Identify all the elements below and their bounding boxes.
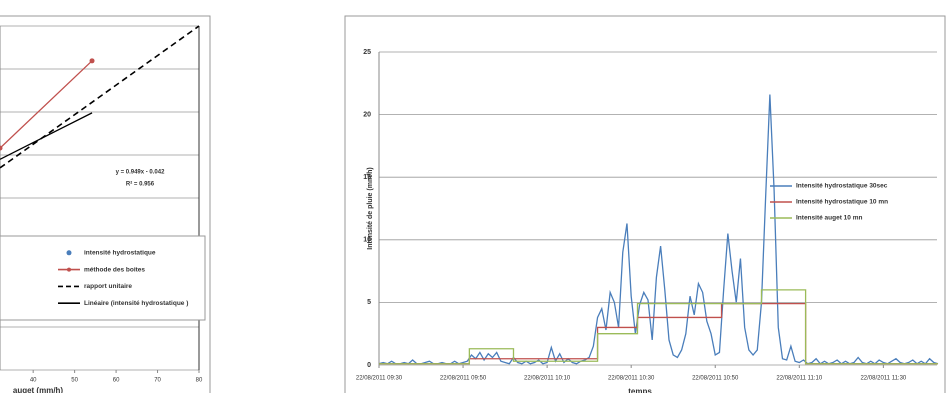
legend-marker — [67, 267, 71, 272]
x-axis-label: temps — [628, 387, 652, 393]
x-tick-label: 22/08/2011 10:30 — [608, 376, 655, 382]
left-chart-frame — [0, 15, 211, 393]
x-tick-label: 22/08/2011 09:50 — [440, 376, 487, 382]
x-tick-label: 70 — [154, 378, 161, 384]
x-tick-label: 22/08/2011 10:50 — [692, 376, 739, 382]
x-tick-label: 40 — [30, 378, 37, 384]
y-tick-label: 20 — [363, 111, 371, 118]
y-tick-label: 10 — [363, 237, 371, 244]
x-tick-label: 22/08/2011 11:30 — [860, 376, 906, 382]
series-line — [379, 289, 938, 365]
legend-label: Intensité auget 10 mn — [796, 215, 862, 222]
legend-marker — [66, 250, 72, 256]
legend-box — [0, 235, 206, 321]
y-tick-label: 25 — [363, 49, 371, 56]
legend-label: intensité hydrostatique — [84, 250, 156, 257]
x-tick-label: 22/08/2011 10:10 — [524, 376, 571, 382]
legend-label: rapport unitaire — [84, 283, 132, 290]
y-axis-label: Intensité de pluie (mm/h) — [367, 167, 374, 249]
annotation: R² = 0.956 — [126, 181, 155, 188]
y-tick-label: 15 — [363, 174, 371, 181]
y-tick-label: 5 — [367, 299, 371, 306]
right-chart-frame — [344, 15, 946, 393]
x-tick-label: 22/08/2011 09:30 — [356, 376, 403, 382]
series-line — [378, 94, 939, 365]
y-tick-label: 0 — [367, 362, 371, 369]
x-axis-label: auget (mm/h) — [13, 386, 64, 393]
x-tick-label: 50 — [71, 378, 78, 384]
x-tick-label: 80 — [196, 378, 203, 384]
point — [0, 145, 3, 151]
legend-label: Linéaire (intensité hydrostatique ) — [84, 300, 188, 307]
annotation: y = 0.949x - 0.042 — [116, 170, 166, 176]
legend-label: méthode des boites — [84, 266, 145, 273]
point — [89, 58, 95, 64]
legend-label: Intensité hydrostatique 30sec — [796, 183, 888, 190]
series-line — [0, 25, 200, 169]
chart: 40 50 60 70 80 auget (mm/h) y = 0.949x - 0.042… — [0, 25, 206, 393]
legend-label: Intensité hydrostatique 10 mn — [796, 199, 888, 206]
series-line — [0, 60, 93, 149]
chart: 0 5 10 15 20 25 22/08/2011 09:30 22/08/2011 09:… — [356, 49, 939, 393]
x-tick-label: 22/08/2011 11:10 — [776, 376, 822, 382]
series-line — [0, 112, 93, 160]
x-tick-label: 60 — [113, 378, 120, 384]
